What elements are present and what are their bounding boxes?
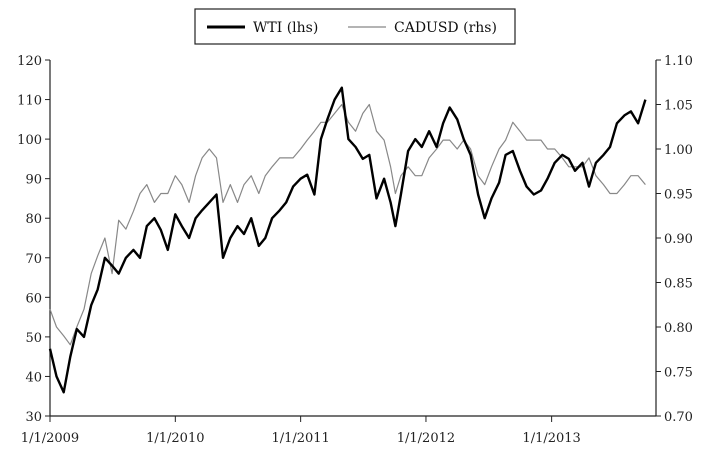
right-tick-label: 0.90: [664, 232, 693, 247]
legend-label-cadusd: CADUSD (rhs): [394, 20, 497, 36]
right-tick-label: 1.00: [664, 143, 693, 158]
left-tick-label: 90: [25, 173, 42, 188]
x-tick-label: 1/1/2009: [21, 431, 79, 446]
left-axis-ticks: 30 40 50 60 70 80 90 100 110 120: [17, 54, 50, 425]
x-tick-label: 1/1/2012: [397, 431, 455, 446]
right-tick-label: 0.85: [664, 277, 693, 292]
x-tick-label: 1/1/2010: [146, 431, 204, 446]
right-tick-label: 1.10: [664, 54, 693, 69]
series-line-cadusd: [49, 103, 646, 346]
right-tick-label: 0.95: [664, 188, 693, 203]
right-tick-label: 0.75: [664, 366, 693, 381]
right-tick-label: 0.80: [664, 321, 693, 336]
left-tick-label: 70: [25, 252, 42, 267]
left-tick-label: 30: [25, 410, 42, 425]
x-tick-label: 1/1/2013: [522, 431, 580, 446]
left-tick-label: 120: [17, 54, 42, 69]
right-tick-label: 0.70: [664, 410, 693, 425]
left-tick-label: 50: [25, 331, 42, 346]
left-tick-label: 100: [17, 133, 42, 148]
left-tick-label: 80: [25, 212, 42, 227]
x-tick-label: 1/1/2011: [271, 431, 329, 446]
x-axis-ticks: 1/1/2009 1/1/2010 1/1/2011 1/1/2012 1/1/2013: [21, 416, 581, 446]
left-tick-label: 60: [25, 291, 42, 306]
left-tick-label: 110: [17, 94, 42, 109]
axes: [49, 60, 657, 417]
series-line-wti: [48, 86, 647, 394]
left-tick-label: 40: [25, 370, 42, 385]
legend-label-wti: WTI (lhs): [253, 20, 318, 36]
legend: WTI (lhs) CADUSD (rhs): [194, 8, 516, 45]
right-tick-label: 1.05: [664, 99, 693, 114]
right-axis-ticks: 0.70 0.75 0.80 0.85 0.90 0.95 1.00 1.05 1.10: [656, 54, 693, 425]
series-layer: [48, 86, 647, 394]
